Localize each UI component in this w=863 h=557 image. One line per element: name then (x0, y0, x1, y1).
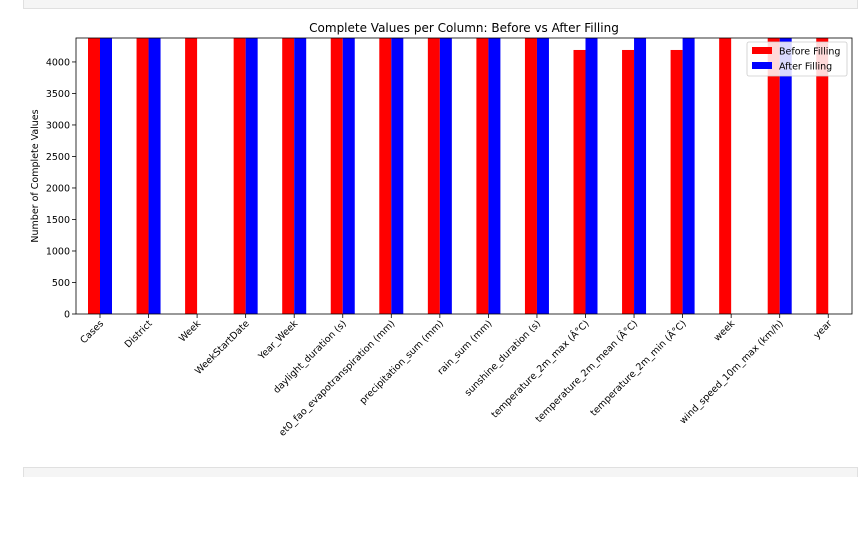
bar-before-1 (136, 38, 149, 314)
legend-label-after: After Filling (779, 62, 832, 73)
bar-before-15 (816, 38, 829, 314)
bar-before-0 (88, 38, 100, 314)
bar-after-5 (342, 38, 355, 314)
y-tick-label: 500 (52, 278, 70, 289)
bar-after-14 (779, 38, 792, 314)
bar-before-3 (233, 38, 246, 314)
bar-before-5 (330, 38, 343, 314)
bar-before-2 (185, 38, 198, 314)
bar-before-11 (622, 49, 635, 315)
y-tick-label: 1500 (46, 215, 70, 226)
x-tick-label: year (812, 318, 835, 341)
bar-before-12 (670, 49, 683, 315)
bar-after-3 (245, 38, 258, 314)
x-tick-label: temperature_2m_max (Â°C) (489, 318, 592, 421)
x-tick-label: Week (177, 318, 204, 345)
bar-before-6 (379, 38, 392, 314)
bar-after-9 (536, 38, 549, 314)
x-tick-label: Year_Week (256, 318, 301, 363)
bar-after-4 (294, 38, 307, 314)
bar-before-10 (573, 49, 586, 315)
bar-before-7 (427, 38, 440, 314)
y-tick-label: 0 (64, 310, 70, 321)
y-tick-label: 4000 (46, 57, 70, 68)
legend-swatch-before (752, 47, 772, 54)
x-tick-label: temperature_2m_min (Â°C) (588, 318, 689, 419)
bar-after-1 (148, 38, 161, 314)
y-tick-label: 1000 (46, 246, 70, 257)
bar-before-9 (524, 38, 537, 314)
x-tick-label: precipitation_sum (mm) (358, 318, 446, 406)
x-tick-label: District (123, 318, 155, 350)
legend-label-before: Before Filling (779, 47, 840, 58)
bar-after-12 (682, 38, 695, 314)
notebook-cell-bottom (23, 467, 858, 477)
legend-swatch-after (752, 62, 772, 69)
bar-before-14 (767, 38, 780, 314)
legend: Before Filling After Filling (746, 41, 848, 77)
x-tick-label: Cases (78, 318, 106, 346)
bar-before-13 (719, 38, 732, 314)
bar-after-11 (634, 38, 647, 314)
bar-before-4 (282, 38, 295, 314)
y-tick-label: 2000 (46, 183, 70, 194)
plot-frame (75, 37, 853, 315)
notebook-cell-top (23, 0, 858, 9)
y-axis-ticks: 0 500 1000 1500 2000 2500 3000 3500 4000 (46, 57, 76, 321)
bar-after-6 (391, 38, 404, 314)
y-axis-label: Number of Complete Values (30, 109, 41, 242)
bars-group (88, 38, 829, 315)
y-tick-label: 3500 (46, 89, 70, 100)
x-tick-label: temperature_2m_mean (Â°C) (533, 318, 640, 425)
y-tick-label: 3000 (46, 120, 70, 131)
bar-after-10 (585, 38, 598, 314)
bar-after-7 (439, 38, 452, 314)
chart-title: Complete Values per Column: Before vs Af… (309, 21, 619, 35)
x-tick-label: week (712, 318, 738, 344)
y-tick-label: 2500 (46, 152, 70, 163)
bar-before-8 (476, 38, 489, 314)
x-tick-label: wind_speed_10m_max (km/h) (678, 318, 786, 426)
bar-after-0 (100, 38, 112, 314)
bar-after-8 (488, 38, 501, 314)
